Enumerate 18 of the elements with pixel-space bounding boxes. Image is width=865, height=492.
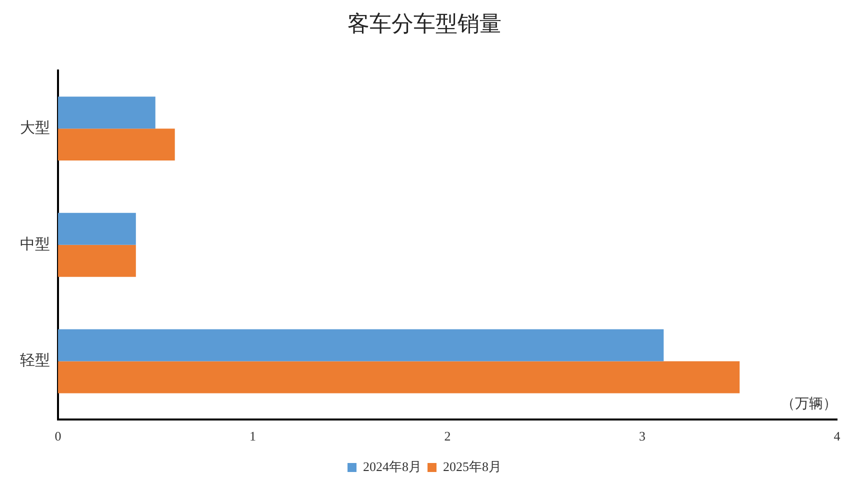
bar bbox=[58, 244, 136, 277]
bar bbox=[58, 128, 175, 161]
y-tick-label: 中型 bbox=[20, 236, 50, 253]
legend-label: 2024年8月 bbox=[363, 458, 422, 474]
bar bbox=[58, 329, 664, 362]
y-tick-label: 轻型 bbox=[20, 352, 50, 370]
x-axis-title: （万辆） bbox=[781, 396, 837, 412]
x-tick-label: 1 bbox=[250, 428, 256, 444]
x-tick-label: 3 bbox=[639, 428, 646, 444]
y-tick-label: 大型 bbox=[20, 120, 50, 137]
bar bbox=[58, 361, 740, 394]
bar bbox=[58, 96, 156, 129]
x-tick-label: 2 bbox=[444, 428, 451, 444]
x-tick-label: 0 bbox=[54, 428, 62, 444]
bar bbox=[58, 212, 136, 245]
legend-label: 2025年8月 bbox=[443, 458, 502, 474]
x-tick-label: 4 bbox=[834, 428, 841, 444]
chart-title: 客车分车型销量 bbox=[348, 10, 502, 36]
